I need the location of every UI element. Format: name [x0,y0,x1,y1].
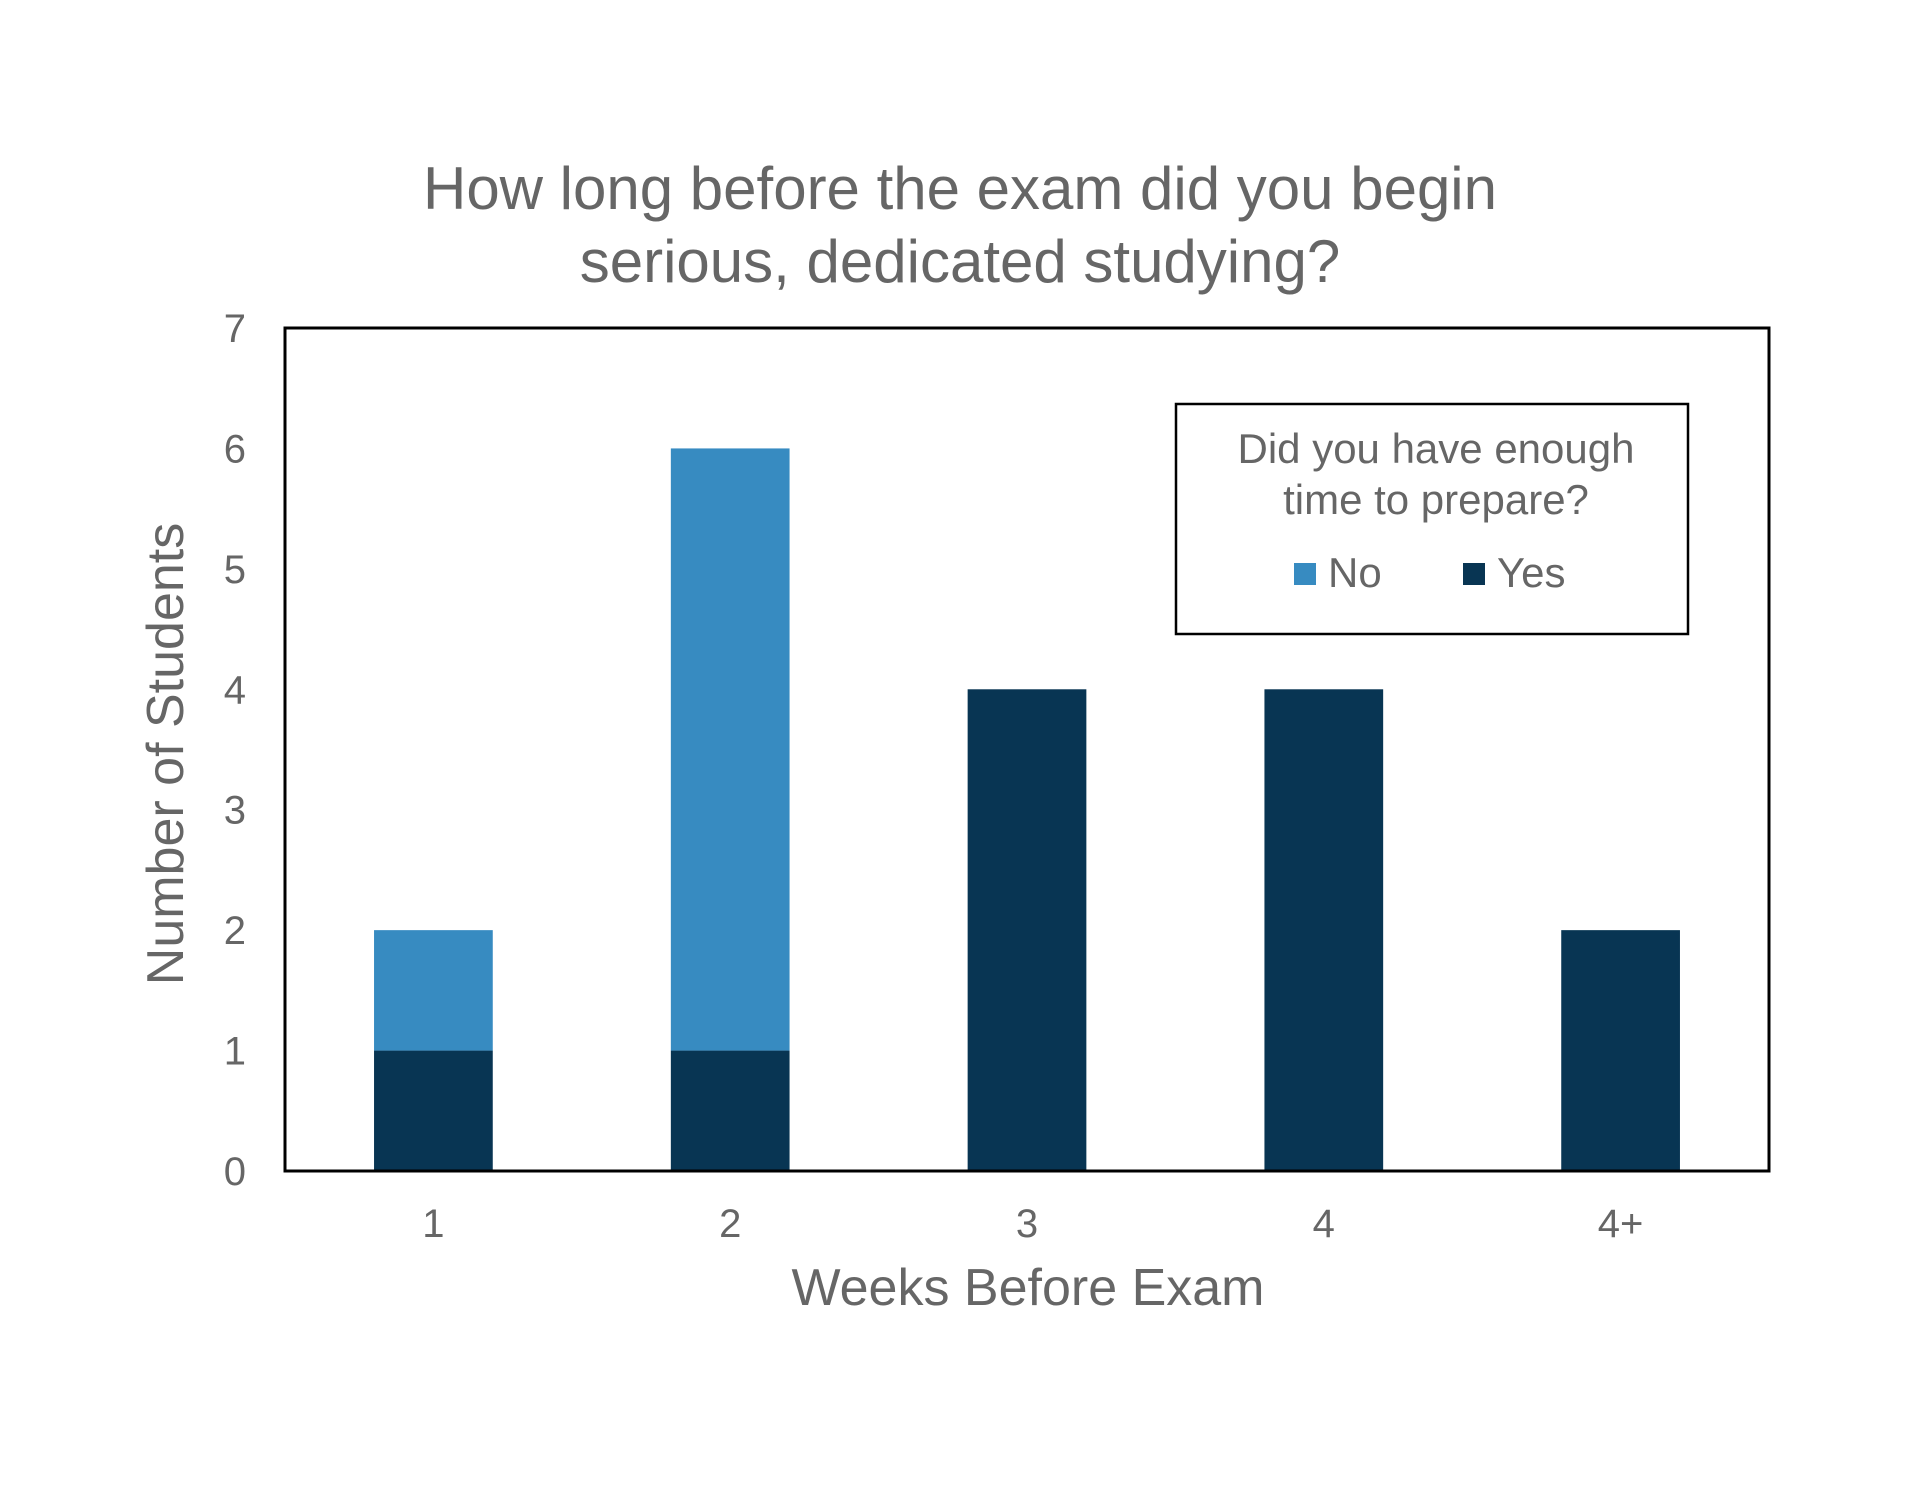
y-tick-label: 4 [224,668,246,712]
bar-yes-2 [670,1050,790,1171]
y-tick-label: 3 [224,789,246,833]
x-tick-label: 4 [1313,1202,1335,1246]
legend-title-line-2: time to prepare? [1283,476,1589,523]
legend: Did you have enough time to prepare? No … [1174,402,1690,636]
bar-yes-1 [374,1050,493,1171]
x-tick-label: 2 [719,1202,741,1246]
bar-yes-4plus [1561,930,1680,1171]
bar-no-1 [374,930,493,1051]
legend-title-line-1: Did you have enough [1238,425,1635,472]
y-tick-label: 5 [224,548,246,592]
x-tick-labels: 1 2 3 4 4+ [422,1202,1643,1246]
chart-title-line-2: serious, dedicated studying? [580,228,1341,295]
x-tick-label: 4+ [1598,1202,1644,1246]
bar-no-2 [670,448,790,1051]
y-tick-label: 2 [224,909,246,953]
chart-title: How long before the exam did you begin s… [423,155,1497,295]
x-axis-label: Weeks Before Exam [791,1259,1264,1317]
legend-box [1174,402,1690,636]
bars-layer [374,448,1680,1171]
x-tick-label: 1 [422,1202,444,1246]
y-tick-label: 6 [224,427,246,471]
legend-swatch-no [1294,563,1316,585]
bar-yes-4 [1264,689,1384,1171]
y-tick-label: 7 [224,307,246,351]
chart-title-line-1: How long before the exam did you begin [423,155,1497,222]
legend-label-yes: Yes [1497,549,1566,596]
y-axis-label: Number of Students [137,523,195,985]
bar-yes-3 [967,689,1087,1171]
legend-label-no: No [1328,549,1382,596]
y-tick-labels: 0 1 2 3 4 5 6 7 [224,307,246,1194]
y-tick-label: 1 [224,1030,246,1074]
x-tick-label: 3 [1016,1202,1038,1246]
legend-swatch-yes [1463,563,1485,585]
y-tick-label: 0 [224,1150,246,1194]
